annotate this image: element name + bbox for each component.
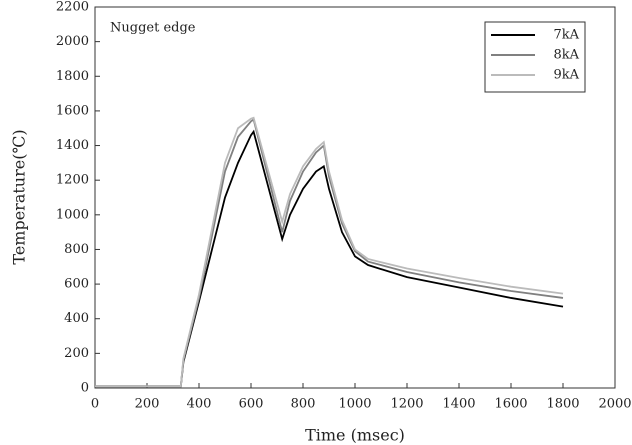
y-tick-label: 2000 xyxy=(56,34,89,49)
x-tick-label: 600 xyxy=(239,397,264,412)
y-tick-label: 800 xyxy=(64,242,89,257)
x-tick-label: 1600 xyxy=(494,397,527,412)
legend-label: 8kA xyxy=(553,48,579,63)
series-line xyxy=(95,116,564,388)
x-tick-label: 1800 xyxy=(546,397,579,412)
x-tick-label: 1400 xyxy=(442,397,475,412)
x-tick-label: 1000 xyxy=(338,397,371,412)
legend-label: 7kA xyxy=(553,28,579,43)
annotation: Nugget edge xyxy=(110,21,196,36)
y-tick-label: 1000 xyxy=(56,207,89,222)
y-tick-label: 1400 xyxy=(56,138,89,153)
y-tick-label: 1200 xyxy=(56,173,89,188)
x-tick-label: 2000 xyxy=(598,397,631,412)
x-axis-title: Time (msec) xyxy=(305,426,405,445)
y-tick-label: 1800 xyxy=(56,69,89,84)
y-tick-label: 0 xyxy=(81,381,89,396)
x-tick-label: 200 xyxy=(135,397,160,412)
series-line xyxy=(95,129,564,388)
y-tick-label: 400 xyxy=(64,311,89,326)
x-tick-label: 800 xyxy=(291,397,316,412)
x-tick-label: 400 xyxy=(187,397,212,412)
legend-box xyxy=(484,21,586,93)
y-tick-label: 1600 xyxy=(56,103,89,118)
y-tick-label: 600 xyxy=(64,277,89,292)
y-tick-label: 2200 xyxy=(56,0,89,15)
y-axis-title: Temperature(℃) xyxy=(10,129,29,264)
legend-label: 9kA xyxy=(553,68,579,83)
series-line xyxy=(95,118,564,388)
y-tick-label: 200 xyxy=(64,346,89,361)
x-tick-label: 0 xyxy=(91,397,99,412)
x-tick-label: 1200 xyxy=(390,397,423,412)
